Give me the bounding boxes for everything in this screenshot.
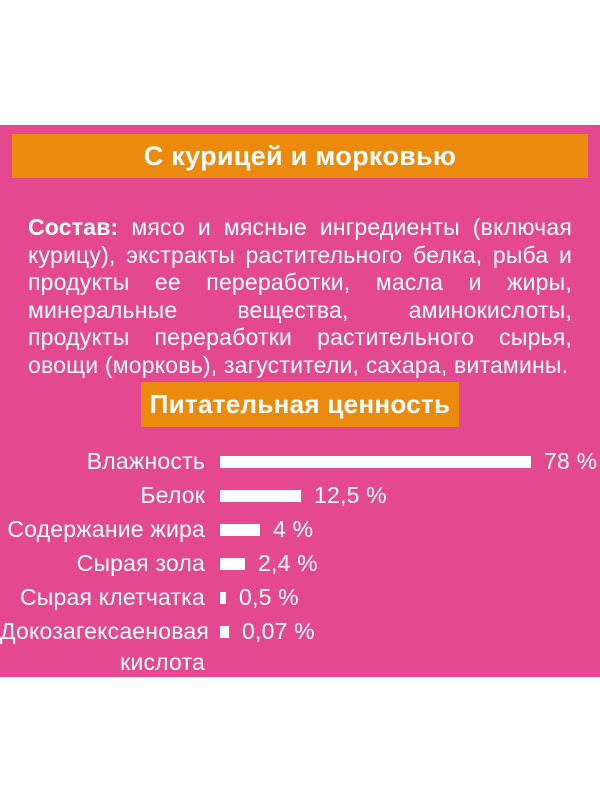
bar bbox=[220, 625, 229, 638]
bar bbox=[220, 489, 301, 502]
flavor-title-banner: С курицей и морковью bbox=[12, 134, 588, 178]
flavor-title: С курицей и морковью bbox=[143, 140, 457, 171]
nutrition-section-banner: Питательная ценность bbox=[141, 382, 459, 427]
bar-value-label: 2,4 % bbox=[258, 550, 318, 576]
bar bbox=[220, 591, 226, 604]
bar-cell bbox=[220, 548, 245, 579]
bar-value-label: 0,07 % bbox=[242, 618, 315, 644]
chart-row: Влажность 78 % bbox=[0, 446, 600, 477]
bar-value-label: 0,5 % bbox=[239, 584, 299, 610]
composition-paragraph: Состав: мясо и мясные ингредиенты (включ… bbox=[28, 214, 572, 379]
bar bbox=[220, 455, 531, 468]
bar-value-label: 78 % bbox=[544, 448, 598, 474]
bar-category-label: Содержание жира bbox=[7, 516, 205, 542]
chart-row: Белок 12,5 % bbox=[0, 480, 600, 511]
composition-text: мясо и мясные ингредиенты (включая куриц… bbox=[28, 214, 572, 378]
chart-row: Сырая зола 2,4 % bbox=[0, 548, 600, 579]
chart-row: Докозагексаеновая кислота 0,07 % bbox=[0, 616, 600, 678]
bar bbox=[220, 557, 245, 570]
bar-value-label: 4 % bbox=[273, 516, 314, 542]
bar bbox=[220, 523, 260, 536]
bar-category-label: Влажность bbox=[86, 448, 205, 474]
bar-cell bbox=[220, 616, 229, 647]
product-card: С курицей и морковью Состав: мясо и мясн… bbox=[0, 125, 600, 677]
bar-category-label: Сырая клетчатка bbox=[19, 584, 205, 610]
chart-row: Содержание жира 4 % bbox=[0, 514, 600, 545]
composition-label: Состав: bbox=[28, 214, 119, 240]
bar-category-label: Докозагексаеновая кислота bbox=[0, 618, 209, 675]
bar-cell bbox=[220, 480, 301, 511]
nutrition-section-title: Питательная ценность bbox=[149, 389, 451, 419]
bar-cell bbox=[220, 514, 260, 545]
bar-category-label: Сырая зола bbox=[76, 550, 205, 576]
bar-value-label: 12,5 % bbox=[314, 482, 387, 508]
bar-cell bbox=[220, 446, 531, 477]
nutrition-chart: Влажность 78 % Белок 12,5 % Содержание жира 4… bbox=[0, 446, 600, 681]
bar-category-label: Белок bbox=[140, 482, 205, 508]
chart-row: Сырая клетчатка 0,5 % bbox=[0, 582, 600, 613]
bar-cell bbox=[220, 582, 226, 613]
